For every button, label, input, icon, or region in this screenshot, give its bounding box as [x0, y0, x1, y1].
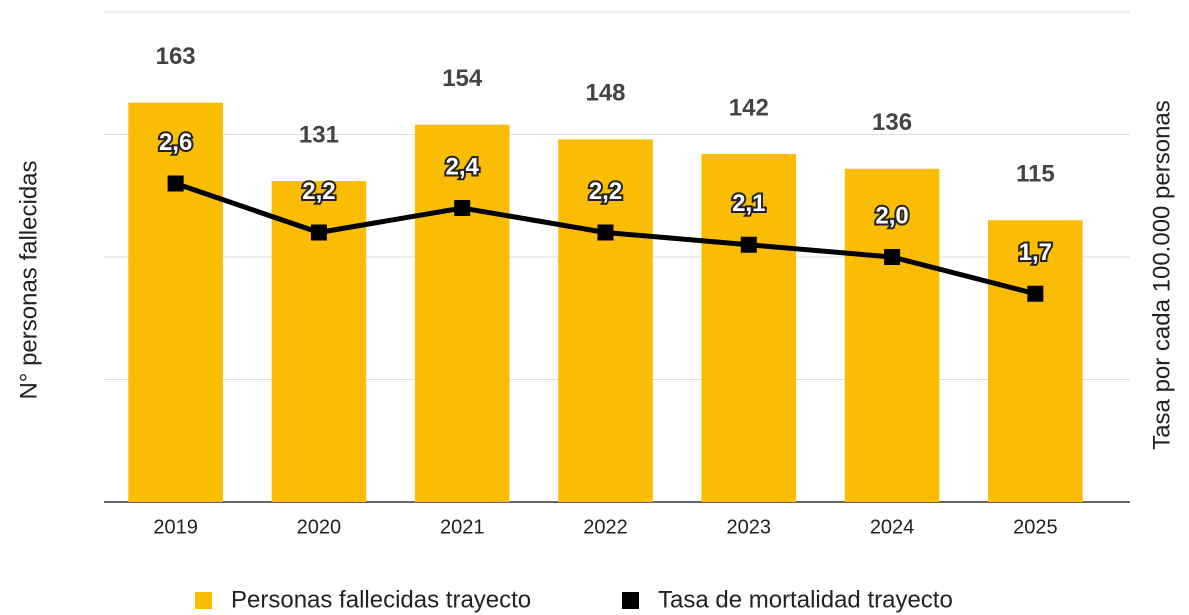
bar	[701, 154, 797, 502]
x-tick-label: 2019	[153, 516, 198, 538]
x-tick-label: 2025	[1013, 516, 1058, 538]
bar	[844, 168, 940, 503]
bar	[414, 124, 510, 502]
line-marker	[310, 224, 327, 241]
line-marker	[1027, 285, 1044, 302]
line-value-label: 1,7	[1019, 239, 1052, 266]
line-marker	[454, 200, 471, 216]
x-tick-label: 2023	[727, 516, 772, 538]
bar-value-label: 142	[729, 94, 769, 121]
line-marker	[597, 224, 614, 241]
bar-value-label: 163	[156, 43, 196, 70]
x-tick-label: 2021	[440, 516, 485, 538]
x-tick-label: 2022	[583, 516, 628, 538]
line-value-label: 2,2	[589, 178, 622, 205]
line-marker	[884, 249, 901, 265]
line-value-label: 2,2	[302, 178, 335, 205]
bar-value-label: 148	[585, 80, 625, 107]
bar	[128, 102, 223, 503]
legend-swatch	[622, 592, 639, 609]
bar	[558, 139, 653, 502]
line-value-label: 2,0	[875, 202, 908, 229]
bar	[988, 220, 1083, 502]
y2-axis-title: Tasa por cada 100.000 personas	[1148, 100, 1175, 450]
line-value-label: 2,6	[159, 129, 192, 156]
bar-value-label: 136	[872, 109, 912, 136]
line-marker	[740, 236, 757, 253]
bar-value-label: 131	[299, 121, 339, 148]
x-tick-label: 2024	[870, 516, 915, 538]
legend-label: Tasa de mortalidad trayecto	[658, 586, 953, 613]
bar-value-label: 154	[442, 65, 483, 92]
x-tick-label: 2020	[297, 516, 342, 538]
line-value-label: 2,4	[446, 153, 480, 180]
bar-value-label: 115	[1016, 161, 1055, 188]
line-value-label: 2,1	[732, 190, 765, 217]
legend-label: Personas fallecidas trayecto	[231, 586, 531, 613]
legend-swatch	[195, 592, 212, 609]
y-axis-title: N° personas fallecidas	[15, 160, 42, 399]
line-marker	[167, 175, 184, 192]
